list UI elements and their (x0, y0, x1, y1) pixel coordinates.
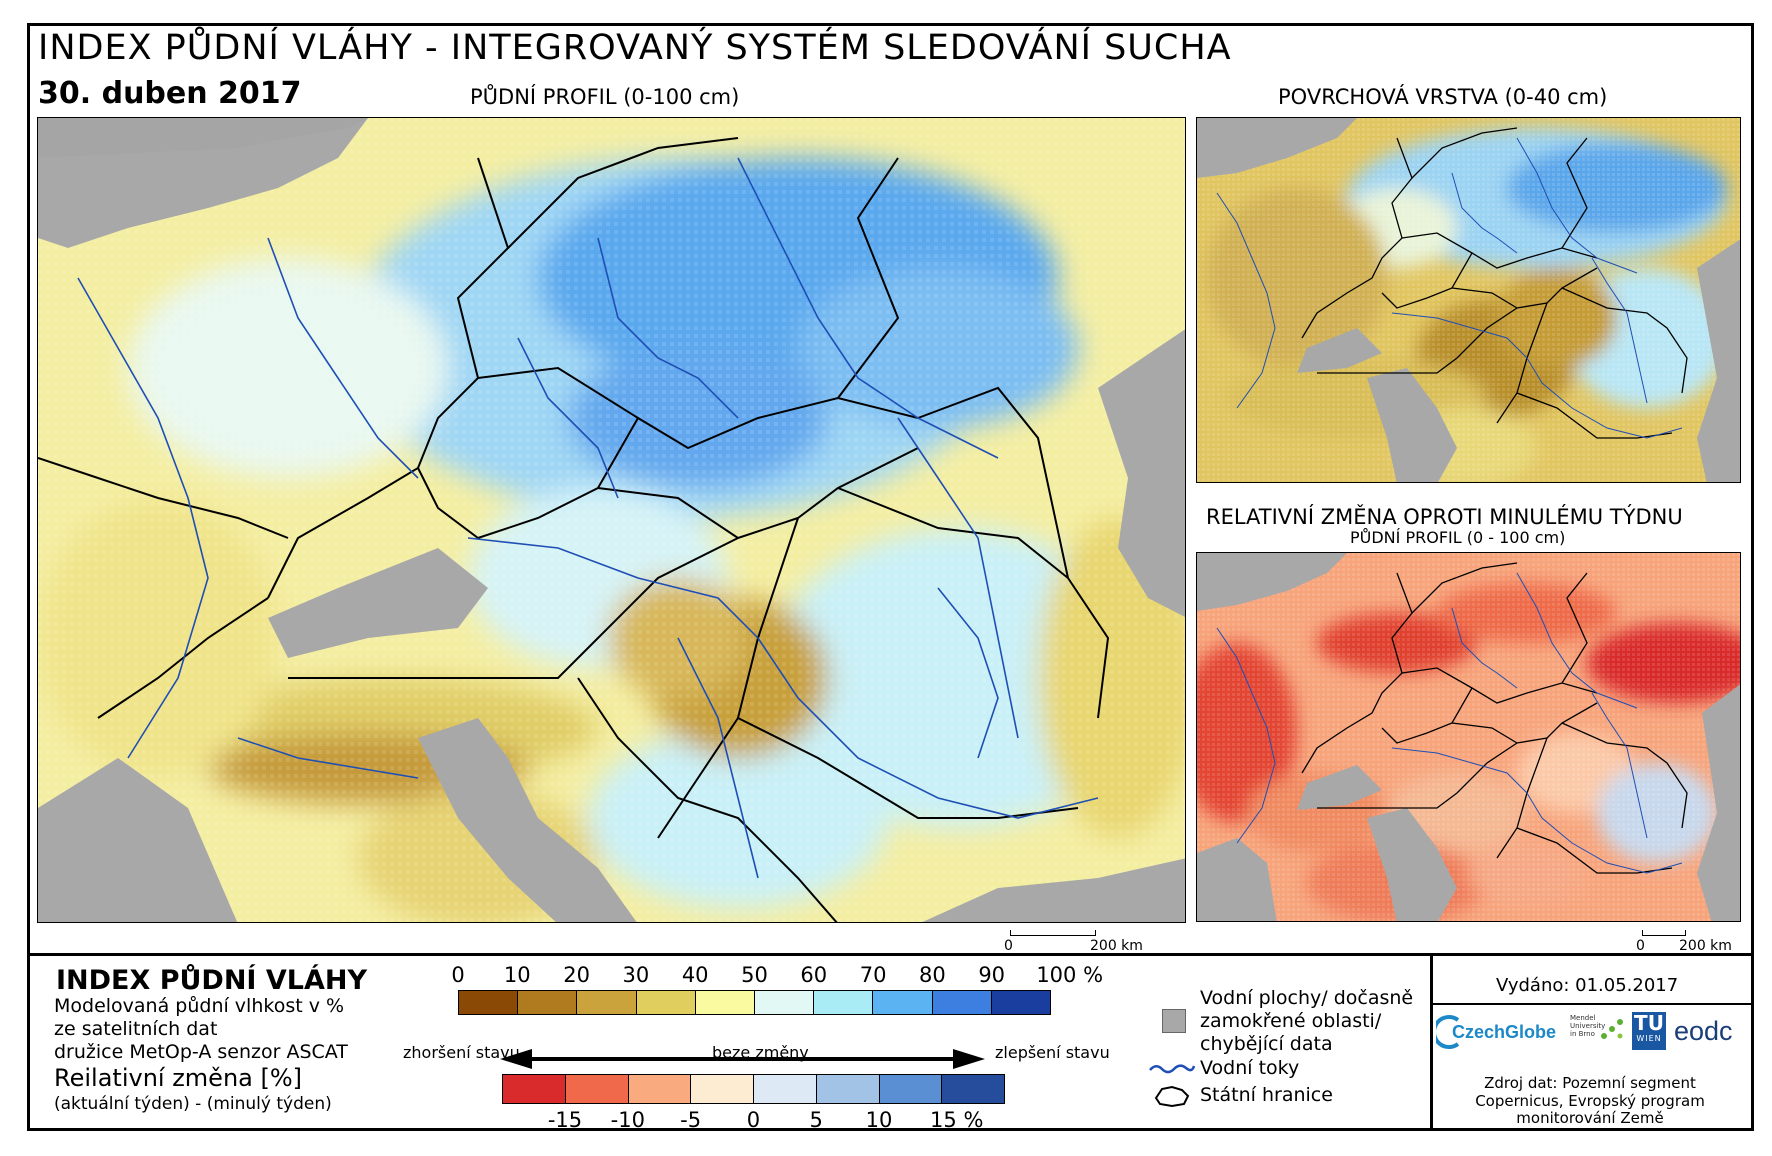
source-line-2: Copernicus, Evropský program (1475, 1091, 1705, 1110)
czechglobe-logo: CzechGlobe (1452, 1022, 1557, 1042)
legend-desc-3: družice MetOp-A senzor ASCAT (54, 1041, 348, 1063)
moisture-swatch-2 (577, 991, 637, 1014)
change-color-scale (502, 1074, 1005, 1104)
change-arrow (500, 1049, 985, 1069)
tuwien-logo-wien: WIEN (1636, 1034, 1662, 1043)
scalebar-zero: 0 (1636, 938, 1645, 954)
arrow-right-head (953, 1049, 985, 1069)
legend-desc-2: ze satelitních dat (54, 1018, 218, 1040)
key-water-3: chybějící data (1200, 1033, 1333, 1055)
change-map-svg (1197, 553, 1740, 921)
moisture-tick-7: 70 (859, 963, 887, 987)
key-water-2: zamokřené oblasti/ (1200, 1010, 1382, 1032)
moisture-tick-3: 30 (622, 963, 650, 987)
arrow-left-head (500, 1049, 532, 1069)
change-swatch-3 (691, 1075, 754, 1103)
main-map-label: PŮDNÍ PROFIL (0-100 cm) (470, 85, 740, 109)
moisture-swatch-6 (814, 991, 874, 1014)
main-soil-profile-map (37, 117, 1186, 923)
moisture-swatch-1 (518, 991, 578, 1014)
change-tick-5: 10 (865, 1108, 893, 1132)
mendel-logo-line-2: University (1570, 1022, 1606, 1030)
moisture-tick-2: 20 (563, 963, 590, 987)
legend-divider (27, 953, 1754, 956)
change-swatch-4 (754, 1075, 817, 1103)
moisture-tick-5: 50 (741, 963, 768, 987)
legend-desc-1: Modelovaná půdní vlhkost v % (54, 995, 345, 1017)
scalebar-distance: 200 km (1679, 938, 1732, 954)
change-swatch-2 (628, 1075, 692, 1103)
better-label: zlepšení stavu (995, 1043, 1110, 1062)
small-scalebar: 0 200 km (1636, 930, 1746, 954)
moisture-tick-10: 100 % (1036, 963, 1104, 987)
moisture-color-scale (458, 990, 1051, 1015)
moisture-tick-9: 90 (978, 963, 1006, 987)
change-map-sublabel: PŮDNÍ PROFIL (0 - 100 cm) (1350, 528, 1566, 547)
legend-relative-sub: (aktuální týden) - (minulý týden) (54, 1094, 332, 1114)
moisture-swatch-4 (695, 991, 756, 1014)
main-scalebar: 0 200 km (1002, 930, 1162, 954)
moisture-swatch-7 (873, 991, 933, 1014)
scalebar-segment (1642, 930, 1686, 936)
border-icon (1154, 1085, 1190, 1108)
moisture-swatch-9 (991, 991, 1051, 1014)
date-label: 30. duben 2017 (38, 76, 302, 111)
worse-label: zhoršení stavu (403, 1043, 520, 1062)
change-swatch-7 (942, 1075, 1004, 1103)
source-line-3: monitorování Země (1516, 1109, 1664, 1128)
moisture-tick-8: 80 (919, 963, 946, 987)
river-icon (1149, 1064, 1196, 1074)
issued-date: Vydáno: 01.05.2017 (1496, 975, 1679, 996)
czechglobe-logo-icon (1436, 1015, 1460, 1049)
key-water-1: Vodní plochy/ dočasně (1200, 987, 1414, 1009)
moisture-swatch-3 (636, 991, 696, 1014)
issued-divider (1430, 1003, 1754, 1005)
scalebar-distance: 200 km (1090, 938, 1143, 954)
moisture-swatch-8 (932, 991, 992, 1014)
eodc-logo: eodc (1674, 1016, 1733, 1046)
mendel-logo: Mendel University in Brno (1570, 1014, 1605, 1038)
change-tick-2: -5 (680, 1108, 702, 1132)
moisture-swatch-0 (459, 991, 519, 1014)
surface-map-label: POVRCHOVÁ VRSTVA (0-40 cm) (1278, 85, 1608, 109)
change-tick-1: -10 (610, 1108, 645, 1132)
scalebar-zero: 0 (1004, 938, 1013, 954)
mendel-logo-line-1: Mendel (1570, 1014, 1596, 1022)
change-swatch-5 (816, 1075, 880, 1103)
change-tick-3: 0 (746, 1108, 761, 1132)
key-borders: Státní hranice (1200, 1084, 1333, 1106)
partner-logos: CzechGlobe Mendel University in Brno TU … (1436, 1008, 1736, 1068)
surface-map-svg (1197, 118, 1740, 482)
change-tick-6: 15 % (930, 1108, 984, 1132)
change-tick-4: 5 (809, 1108, 823, 1132)
page-title: INDEX PŮDNÍ VLÁHY - INTEGROVANÝ SYSTÉM S… (38, 28, 1232, 68)
moisture-tick-1: 10 (503, 963, 531, 987)
change-swatch-1 (565, 1075, 629, 1103)
main-map-svg (38, 118, 1185, 922)
water-swatch (1162, 1009, 1186, 1033)
key-rivers: Vodní toky (1200, 1057, 1300, 1079)
mendel-logo-line-3: in Brno (1570, 1030, 1595, 1038)
change-tick-0: -15 (547, 1108, 583, 1132)
scalebar-segment (1010, 930, 1096, 936)
change-map-label: RELATIVNÍ ZMĚNA OPROTI MINULÉMU TÝDNU (1206, 505, 1683, 529)
mendel-dots-icon (1601, 1019, 1623, 1039)
tuwien-logo-tu: TU (1634, 1011, 1664, 1035)
tuwien-logo: TU WIEN (1632, 1012, 1666, 1050)
surface-layer-map (1196, 117, 1741, 483)
legend-vertical-divider (1430, 953, 1433, 1131)
change-swatch-0 (503, 1075, 566, 1103)
source-line-1: Zdroj dat: Pozemní segment (1484, 1074, 1696, 1092)
moisture-swatch-5 (755, 991, 815, 1014)
legend-relative-title: Reilativní změna [%] (54, 1064, 303, 1092)
moisture-tick-6: 60 (800, 963, 828, 987)
change-swatch-6 (879, 1075, 943, 1103)
moisture-tick-4: 40 (681, 963, 709, 987)
moisture-tick-0: 0 (451, 963, 465, 987)
legend-title: INDEX PŮDNÍ VLÁHY (56, 965, 368, 996)
data-source: Zdroj dat: Pozemní segment Copernicus, E… (1440, 1074, 1740, 1128)
relative-change-map (1196, 552, 1741, 922)
